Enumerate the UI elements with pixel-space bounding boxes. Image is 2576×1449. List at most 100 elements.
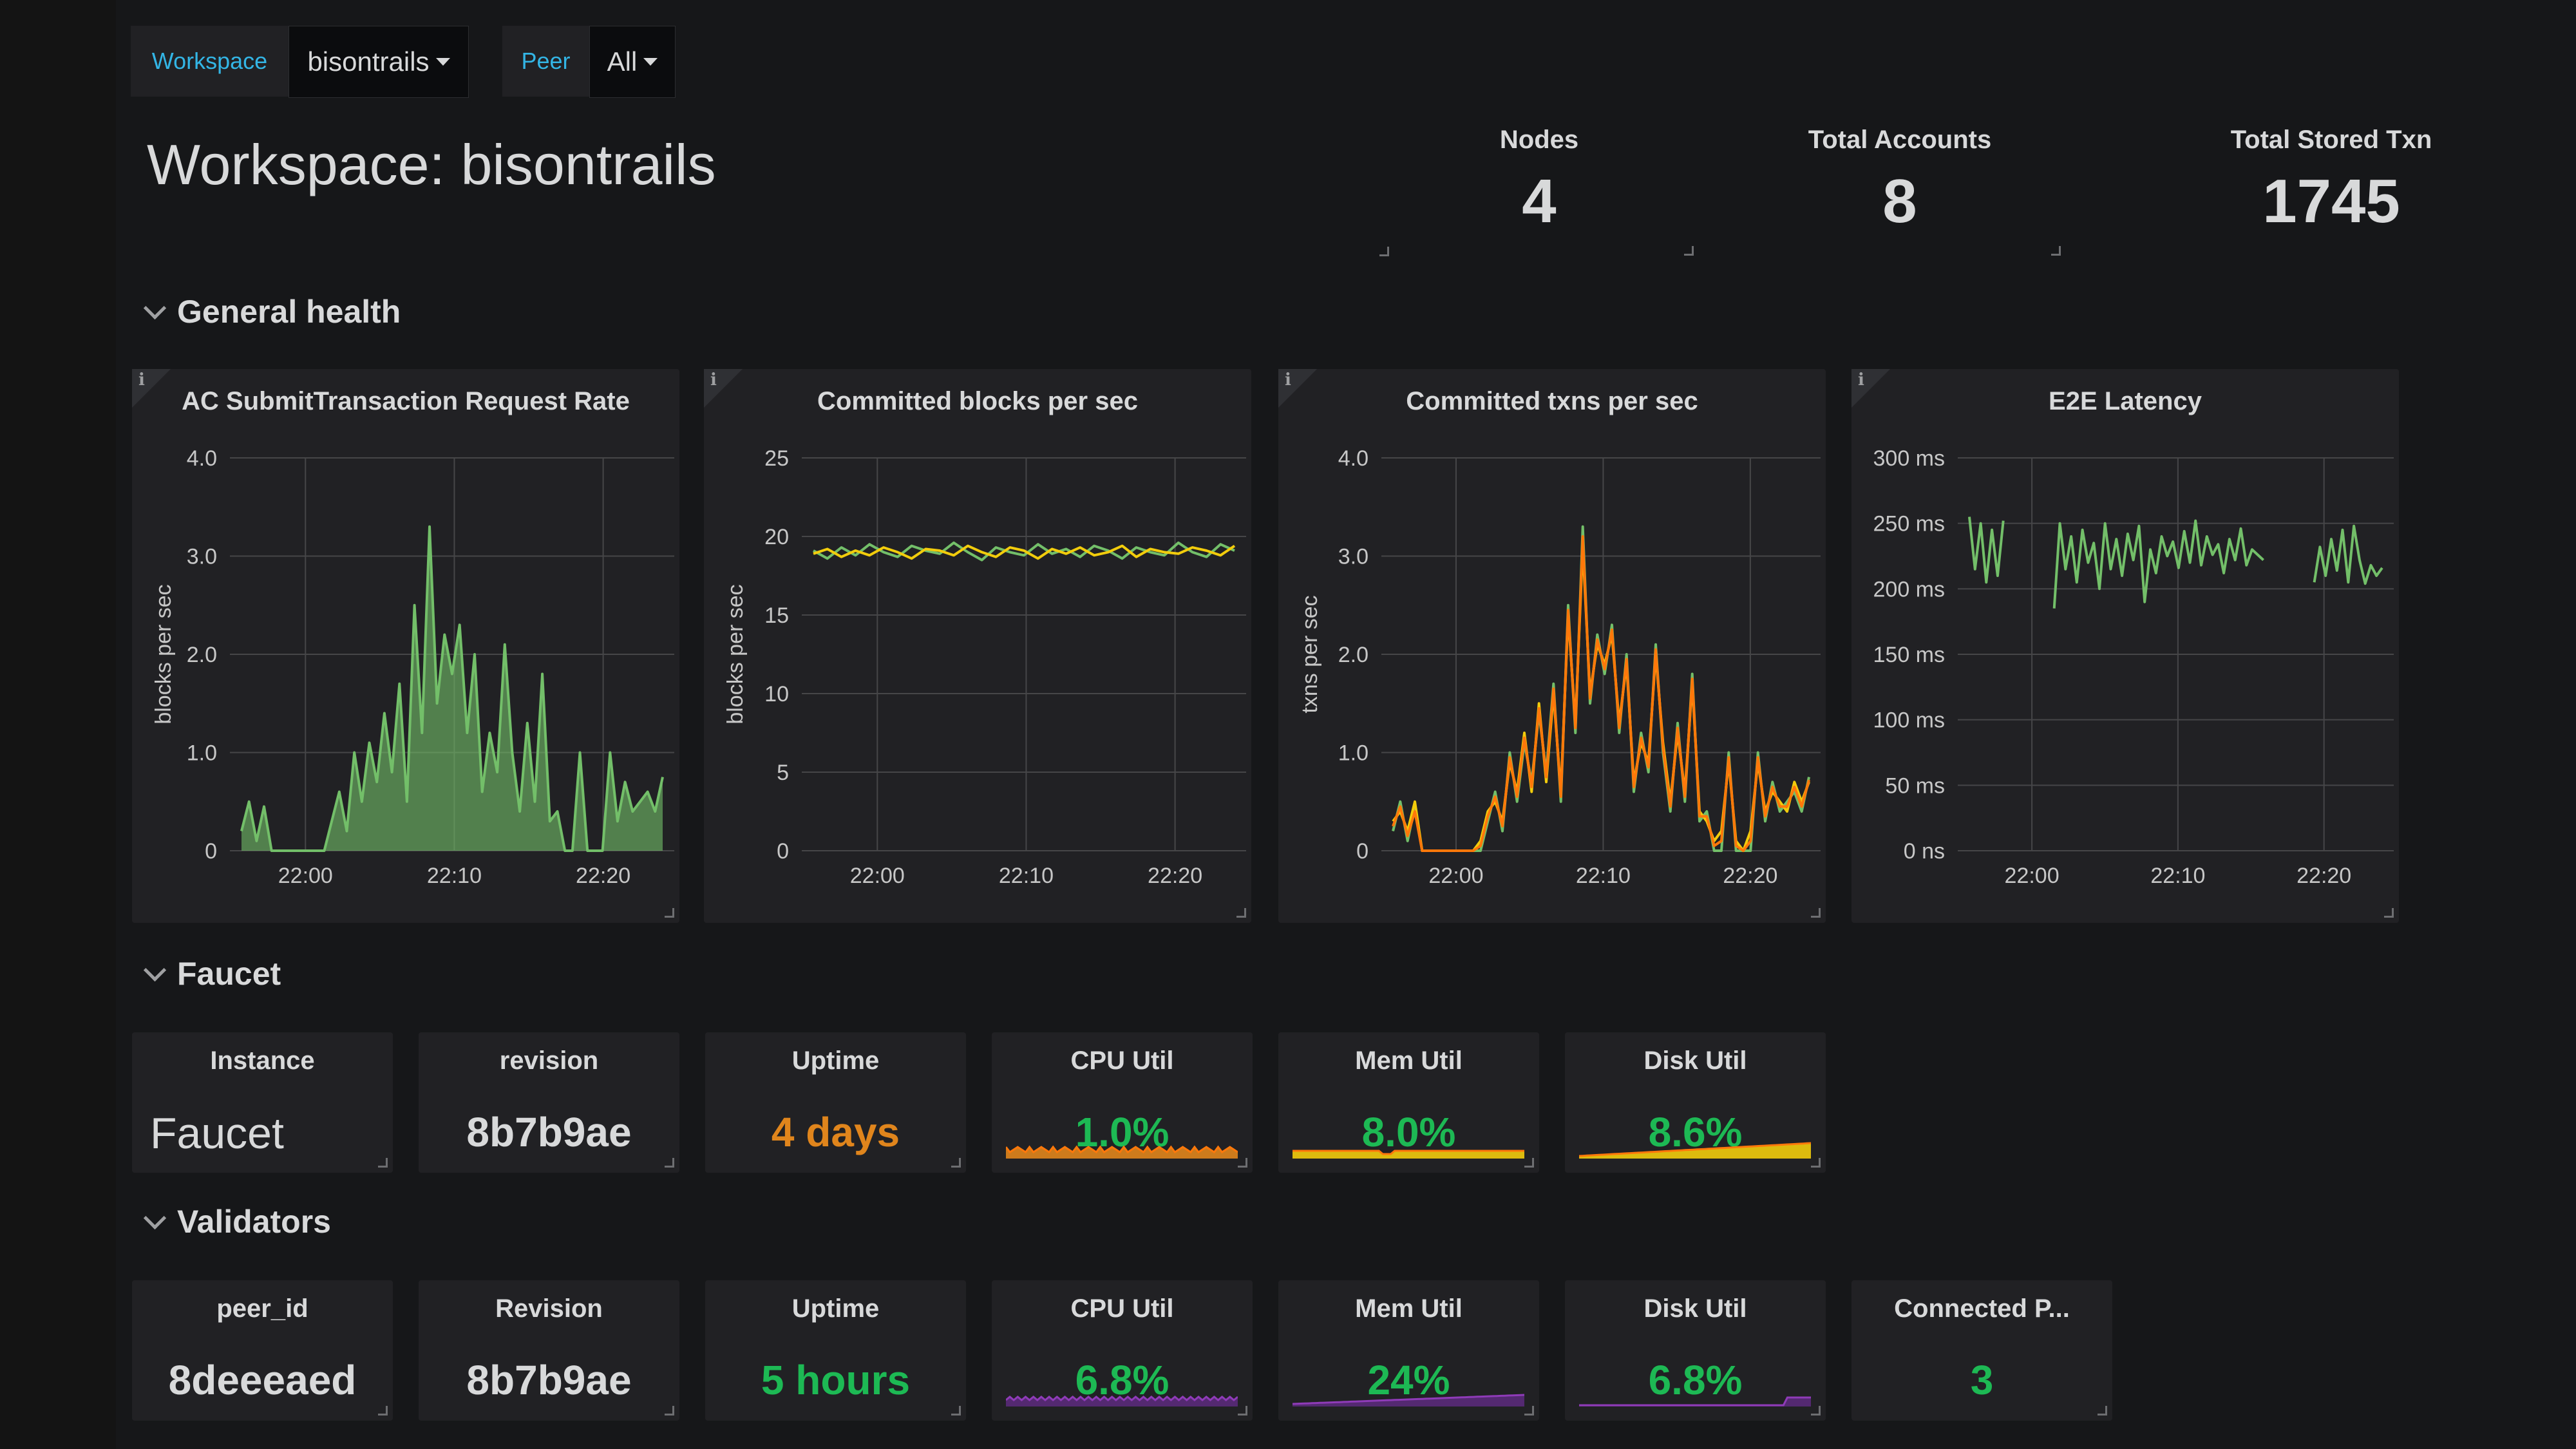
resize-handle-icon[interactable] (665, 1158, 674, 1168)
panel-title[interactable]: CPU Util (1070, 1294, 1174, 1323)
stat-panel-total-accounts[interactable]: Total Accounts 8 (1752, 126, 2061, 261)
panel-title[interactable]: Committed blocks per sec (817, 387, 1138, 415)
stat-panel-total-stored-txn[interactable]: Total Stored Txn 1745 (2183, 126, 2479, 261)
singlestat-panel[interactable]: Uptime 4 days (705, 1032, 966, 1173)
panel-title[interactable]: Uptime (791, 1046, 880, 1075)
x-tick-label: 22:20 (1148, 864, 1202, 888)
dashboard-title: Workspace: bisontrails (147, 133, 716, 196)
graph-panel-ac-submit-rate[interactable]: i AC SubmitTransaction Request Rate 0 1.0… (132, 369, 679, 923)
sparkline (1293, 1150, 1524, 1159)
row-title: Validators (177, 1204, 331, 1240)
panel-title[interactable]: Disk Util (1643, 1294, 1747, 1323)
resize-handle-icon[interactable] (2098, 1406, 2107, 1416)
stat-title: Total Stored Txn (2230, 126, 2432, 154)
side-menu (0, 0, 116, 1449)
caret-down-icon (643, 58, 658, 66)
resize-handle-icon[interactable] (1236, 908, 1246, 918)
resize-handle-icon[interactable] (1811, 1158, 1821, 1168)
resize-handle-icon[interactable] (1524, 1158, 1534, 1168)
panel-title[interactable]: Committed txns per sec (1406, 387, 1698, 415)
panel-title[interactable]: Mem Util (1355, 1294, 1463, 1323)
singlestat-panel[interactable]: revision 8b7b9ae (419, 1032, 679, 1173)
stat-panel-nodes[interactable]: Nodes 4 (1391, 126, 1694, 261)
panel-title[interactable]: revision (499, 1046, 599, 1075)
y-tick-label: 300 ms (1873, 446, 1946, 471)
singlestat-panel[interactable]: Instance Faucet (132, 1032, 393, 1173)
panel-value: 8b7b9ae (466, 1109, 632, 1155)
resize-handle-icon[interactable] (2051, 246, 2061, 256)
resize-handle-icon[interactable] (1238, 1158, 1247, 1168)
graph-panel-committed-txns[interactable]: i Committed txns per sec 0 1.0 2.0 3.0 4.0 22… (1278, 369, 1826, 923)
stat-title: Total Accounts (1808, 126, 1992, 154)
x-tick-label: 22:20 (2297, 864, 2351, 888)
info-corner[interactable]: i (1852, 369, 1890, 408)
panel-value: Faucet (150, 1109, 284, 1158)
series-line (1392, 525, 1810, 852)
row-validators[interactable]: Validators (143, 1203, 331, 1240)
stat-value: 1745 (2262, 167, 2400, 236)
resize-handle-icon[interactable] (1811, 908, 1821, 918)
panel-title[interactable]: Revision (495, 1294, 603, 1323)
y-tick-label: 4.0 (1338, 446, 1368, 471)
resize-handle-icon[interactable] (378, 1406, 388, 1416)
resize-handle-icon[interactable] (378, 1158, 388, 1168)
resize-handle-icon[interactable] (1238, 1406, 1247, 1416)
x-tick-label: 22:10 (427, 864, 482, 888)
panel-title[interactable]: peer_id (216, 1294, 308, 1323)
graph-panel-committed-blocks[interactable]: i Committed blocks per sec 0 5 10 15 20 25 22:… (704, 369, 1251, 923)
singlestat-panel[interactable]: CPU Util 1.0% (992, 1032, 1253, 1173)
y-tick-label: 15 (764, 603, 789, 628)
y-tick-label: 200 ms (1873, 577, 1946, 601)
y-tick-label: 4.0 (187, 446, 217, 471)
singlestat-panel[interactable]: Revision 8b7b9ae (419, 1280, 679, 1421)
panel-title[interactable]: Mem Util (1355, 1046, 1463, 1075)
panel-title[interactable]: Uptime (791, 1294, 880, 1323)
singlestat-panel[interactable]: Disk Util 8.6% (1565, 1032, 1826, 1173)
resize-handle-icon[interactable] (665, 908, 674, 918)
x-tick-label: 22:10 (1576, 864, 1631, 888)
resize-handle-icon[interactable] (2384, 908, 2394, 918)
singlestat-panel[interactable]: CPU Util 6.8% (992, 1280, 1253, 1421)
resize-handle-icon[interactable] (665, 1406, 674, 1416)
resize-handle-icon[interactable] (951, 1158, 961, 1168)
resize-handle-icon[interactable] (1379, 247, 1389, 256)
panel-title[interactable]: Disk Util (1643, 1046, 1747, 1075)
y-tick-label: 5 (777, 761, 789, 785)
info-icon: i (1285, 370, 1291, 390)
chevron-down-icon (143, 296, 167, 319)
series-line (1392, 545, 1810, 852)
singlestat-panel[interactable]: peer_id 8deeeaed (132, 1280, 393, 1421)
info-corner[interactable]: i (704, 369, 743, 408)
info-corner[interactable]: i (132, 369, 171, 408)
panel-title[interactable]: AC SubmitTransaction Request Rate (182, 387, 630, 415)
panel-title[interactable]: CPU Util (1070, 1046, 1174, 1075)
singlestat-panel[interactable]: Mem Util 8.0% (1278, 1032, 1539, 1173)
row-general-health[interactable]: General health (143, 293, 401, 330)
series-line (813, 544, 1236, 560)
singlestat-panel[interactable]: Uptime 5 hours (705, 1280, 966, 1421)
panel-title[interactable]: E2E Latency (2049, 387, 2202, 415)
workspace-variable-dropdown[interactable]: bisontrails (289, 26, 469, 98)
y-tick-label: 2.0 (1338, 643, 1368, 667)
singlestat-panel[interactable]: Connected P... 3 (1852, 1280, 2112, 1421)
chevron-down-icon (143, 958, 167, 981)
info-corner[interactable]: i (1278, 369, 1317, 408)
row-faucet[interactable]: Faucet (143, 955, 281, 992)
resize-handle-icon[interactable] (951, 1406, 961, 1416)
y-tick-label: 0 (1356, 839, 1368, 864)
singlestat-panel[interactable]: Mem Util 24% (1278, 1280, 1539, 1421)
resize-handle-icon[interactable] (1811, 1406, 1821, 1416)
resize-handle-icon[interactable] (1524, 1406, 1534, 1416)
singlestat-panel[interactable]: Disk Util 6.8% (1565, 1280, 1826, 1421)
peer-variable-dropdown[interactable]: All (589, 26, 676, 98)
panel-title[interactable]: Instance (210, 1046, 315, 1075)
graph-panel-e2e-latency[interactable]: i E2E Latency 0 ns 50 ms 100 ms 150 ms 200 m… (1852, 369, 2399, 923)
resize-handle-icon[interactable] (1684, 246, 1694, 256)
series-line (813, 541, 1235, 562)
panel-title[interactable]: Connected P... (1894, 1294, 2070, 1323)
chevron-down-icon (143, 1206, 167, 1229)
y-tick-label: 250 ms (1873, 512, 1946, 536)
sparkline (1006, 1396, 1238, 1406)
info-icon: i (710, 370, 717, 390)
info-icon: i (1858, 370, 1864, 390)
